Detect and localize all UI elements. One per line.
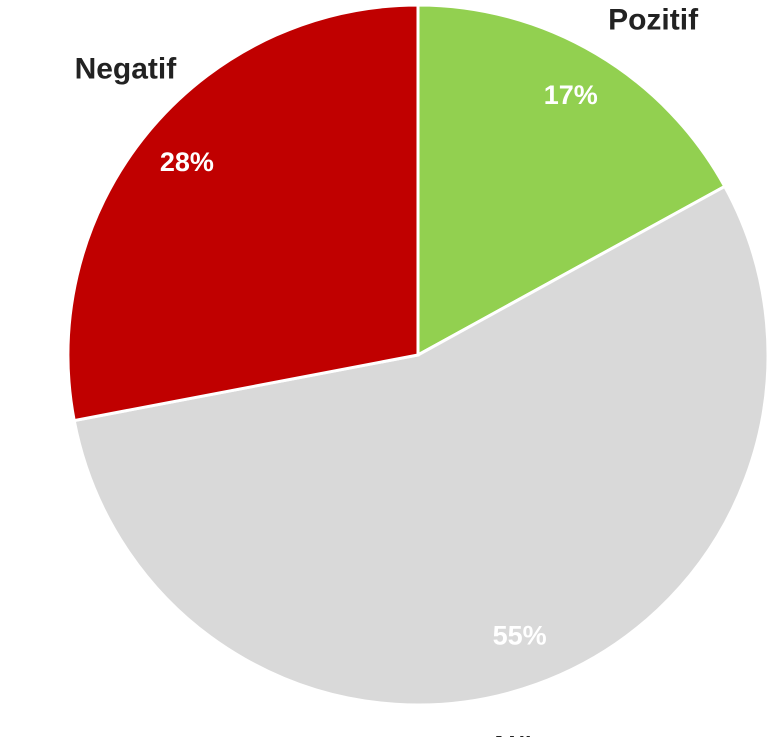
pie-slice xyxy=(66,3,420,423)
slice-percent: 17% xyxy=(544,80,598,110)
slice-name: Pozitif xyxy=(608,3,699,36)
slice-name: Nötr xyxy=(494,731,556,737)
pie-slice xyxy=(416,3,727,358)
slice-name: Negatif xyxy=(75,53,178,86)
slice-percent: 28% xyxy=(160,147,214,177)
pie-slice xyxy=(72,184,769,707)
slice-percent: 55% xyxy=(493,620,547,650)
